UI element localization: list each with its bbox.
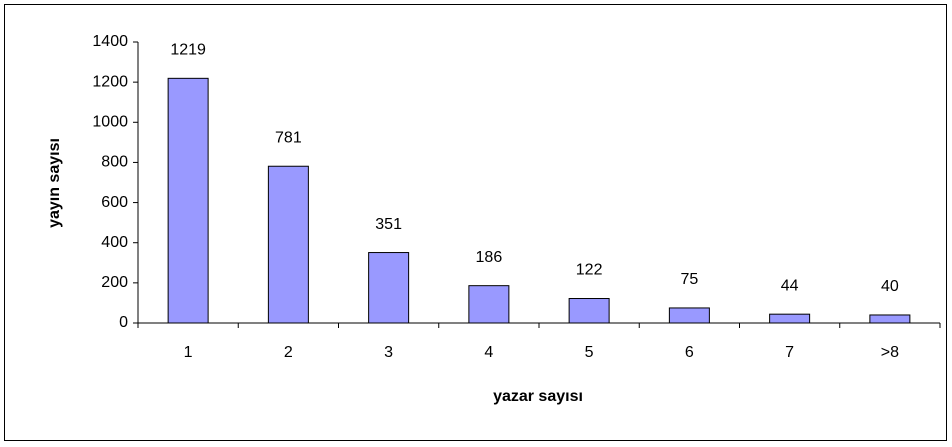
- data-label: 781: [275, 129, 302, 146]
- data-label: 351: [375, 216, 402, 233]
- x-tick-label: 6: [685, 344, 694, 361]
- bar: [468, 285, 510, 324]
- data-label: 75: [680, 271, 698, 288]
- chart-frame: [4, 4, 947, 441]
- data-label: 40: [881, 278, 899, 295]
- data-label: 122: [576, 262, 603, 279]
- x-tick-label: 4: [484, 344, 493, 361]
- bar: [869, 314, 911, 324]
- y-tick-label: 600: [101, 194, 128, 211]
- x-tick-label: 1: [184, 344, 193, 361]
- y-tick-label: 1000: [92, 114, 128, 131]
- bar: [267, 165, 309, 324]
- x-tick-label: >8: [881, 344, 899, 361]
- data-label: 1219: [170, 42, 206, 59]
- x-axis-title: yazar sayısı: [493, 388, 583, 405]
- x-tick-label: 2: [284, 344, 293, 361]
- x-tick-label: 3: [384, 344, 393, 361]
- bar: [568, 298, 610, 324]
- y-tick-label: 1200: [92, 73, 128, 90]
- bar: [668, 307, 710, 324]
- y-axis-title: yayın sayısı: [46, 138, 63, 228]
- bar: [368, 252, 410, 324]
- bar: [167, 77, 209, 324]
- data-label: 44: [781, 277, 799, 294]
- y-tick-label: 800: [101, 154, 128, 171]
- data-label: 186: [476, 249, 503, 266]
- y-tick-label: 400: [101, 234, 128, 251]
- x-tick-label: 7: [785, 344, 794, 361]
- x-tick-label: 5: [585, 344, 594, 361]
- y-tick-label: 200: [101, 274, 128, 291]
- y-tick-label: 0: [119, 314, 128, 331]
- bar: [769, 313, 811, 324]
- y-tick-label: 1400: [92, 33, 128, 50]
